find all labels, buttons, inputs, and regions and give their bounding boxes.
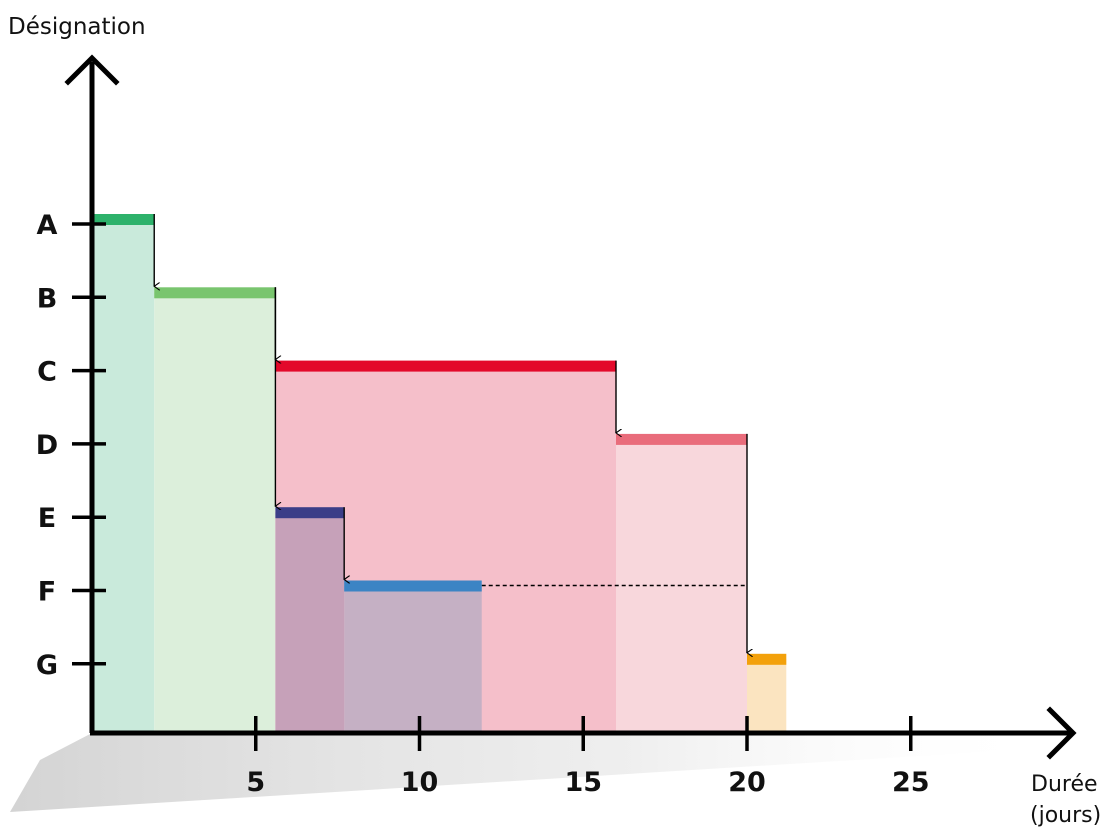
y-tick-label-c: C	[37, 357, 57, 388]
task-fills	[92, 219, 787, 733]
task-bar-g	[747, 653, 787, 665]
x-tick-label-20: 20	[728, 767, 766, 798]
dependency-arrows	[154, 214, 747, 653]
x-axis-arrowhead-icon	[1046, 706, 1077, 760]
task-bar-e	[275, 507, 345, 519]
task-bar-c	[275, 360, 616, 372]
task-bars	[92, 214, 787, 665]
y-tick-label-e: E	[38, 503, 56, 534]
y-axis-arrowhead-icon	[64, 54, 120, 86]
y-ticks: A B C D E F G	[36, 210, 106, 681]
y-tick-label-f: F	[38, 577, 56, 608]
x-tick-label-15: 15	[564, 767, 602, 798]
task-fill-g	[747, 658, 787, 733]
x-tick-label-5: 5	[246, 767, 265, 798]
y-axis-title: Désignation	[8, 14, 146, 40]
task-fill-f	[344, 585, 482, 733]
task-fill-e	[275, 512, 345, 733]
task-fill-a	[92, 219, 155, 733]
x-tick-label-10: 10	[401, 767, 439, 798]
y-tick-label-b: B	[37, 283, 58, 314]
task-bar-f	[344, 580, 482, 592]
task-bar-a	[92, 214, 155, 225]
x-ticks: 5 10 15 20 25	[246, 716, 930, 798]
x-axis-title-unit: (jours)	[1030, 803, 1101, 828]
y-tick-label-g: G	[36, 650, 58, 681]
y-tick-label-a: A	[37, 210, 58, 241]
task-fill-b	[154, 292, 276, 733]
floor-shadow	[10, 733, 1050, 812]
y-tick-label-d: D	[36, 430, 58, 461]
x-tick-label-25: 25	[892, 767, 930, 798]
task-bar-d	[616, 433, 747, 445]
task-bar-b	[154, 287, 276, 299]
x-axis-title: Durée	[1031, 772, 1098, 797]
